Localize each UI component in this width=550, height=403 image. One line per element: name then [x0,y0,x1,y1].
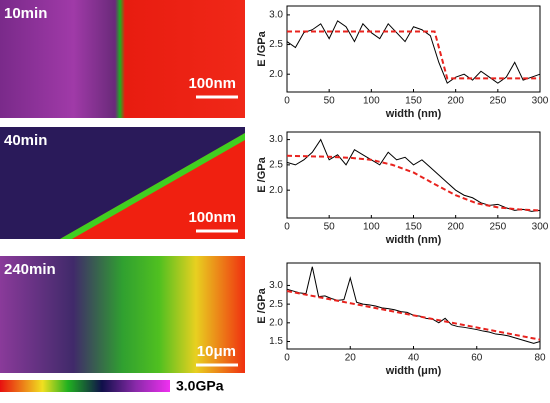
x-axis-title: width (nm) [385,234,442,246]
x-tick-label: 50 [324,96,336,107]
x-tick-label: 100 [363,222,380,233]
scale-label: 100nm [188,209,236,226]
fit-line [287,30,540,80]
x-axis-title: width (μm) [385,365,442,377]
x-tick-label: 50 [324,222,336,233]
y-axis-title: E /GPa [256,156,268,192]
x-tick-label: 20 [345,353,357,364]
y-tick-label: 3.0 [269,134,283,145]
x-tick-label: 200 [447,96,464,107]
plot-frame [286,131,541,219]
x-tick-label: 100 [363,96,380,107]
afm-image [0,256,245,373]
y-tick-label: 2.5 [269,299,283,310]
x-tick-label: 80 [534,353,546,364]
data-line [286,138,541,212]
fit-line [286,290,541,341]
scale-label: 10μm [197,343,236,360]
y-tick-label: 2.5 [269,39,283,50]
y-tick-label: 1.5 [269,336,283,347]
y-tick-label: 2.0 [269,317,283,328]
x-tick-label: 40 [408,353,420,364]
x-axis-title: width (nm) [385,108,442,120]
x-tick-label: 200 [447,222,464,233]
afm-image [0,127,245,239]
y-tick-label: 3.0 [269,280,283,291]
data-line [286,20,541,84]
scale-label: 100nm [188,75,236,92]
colorbar-label: 3.0GPa [176,378,224,394]
x-tick-label: 150 [405,222,422,233]
y-tick-label: 2.0 [269,69,283,80]
x-tick-label: 0 [284,96,290,107]
image-label: 240min [4,261,56,278]
y-tick-label: 3.0 [269,10,283,21]
y-axis-title: E /GPa [256,287,268,323]
y-axis-title: E /GPa [256,30,268,66]
colorbar [0,380,170,392]
x-tick-label: 60 [471,353,483,364]
x-tick-label: 250 [489,222,506,233]
y-tick-label: 2.5 [269,160,283,171]
y-tick-label: 2.0 [269,185,283,196]
image-label: 10min [4,5,47,22]
x-tick-label: 300 [532,222,549,233]
x-tick-label: 300 [532,96,549,107]
x-tick-label: 150 [405,96,422,107]
fit-line [286,154,541,212]
image-label: 40min [4,132,47,149]
x-tick-label: 0 [284,222,290,233]
plot-frame [286,262,541,350]
x-tick-label: 250 [489,96,506,107]
x-tick-label: 0 [284,353,290,364]
